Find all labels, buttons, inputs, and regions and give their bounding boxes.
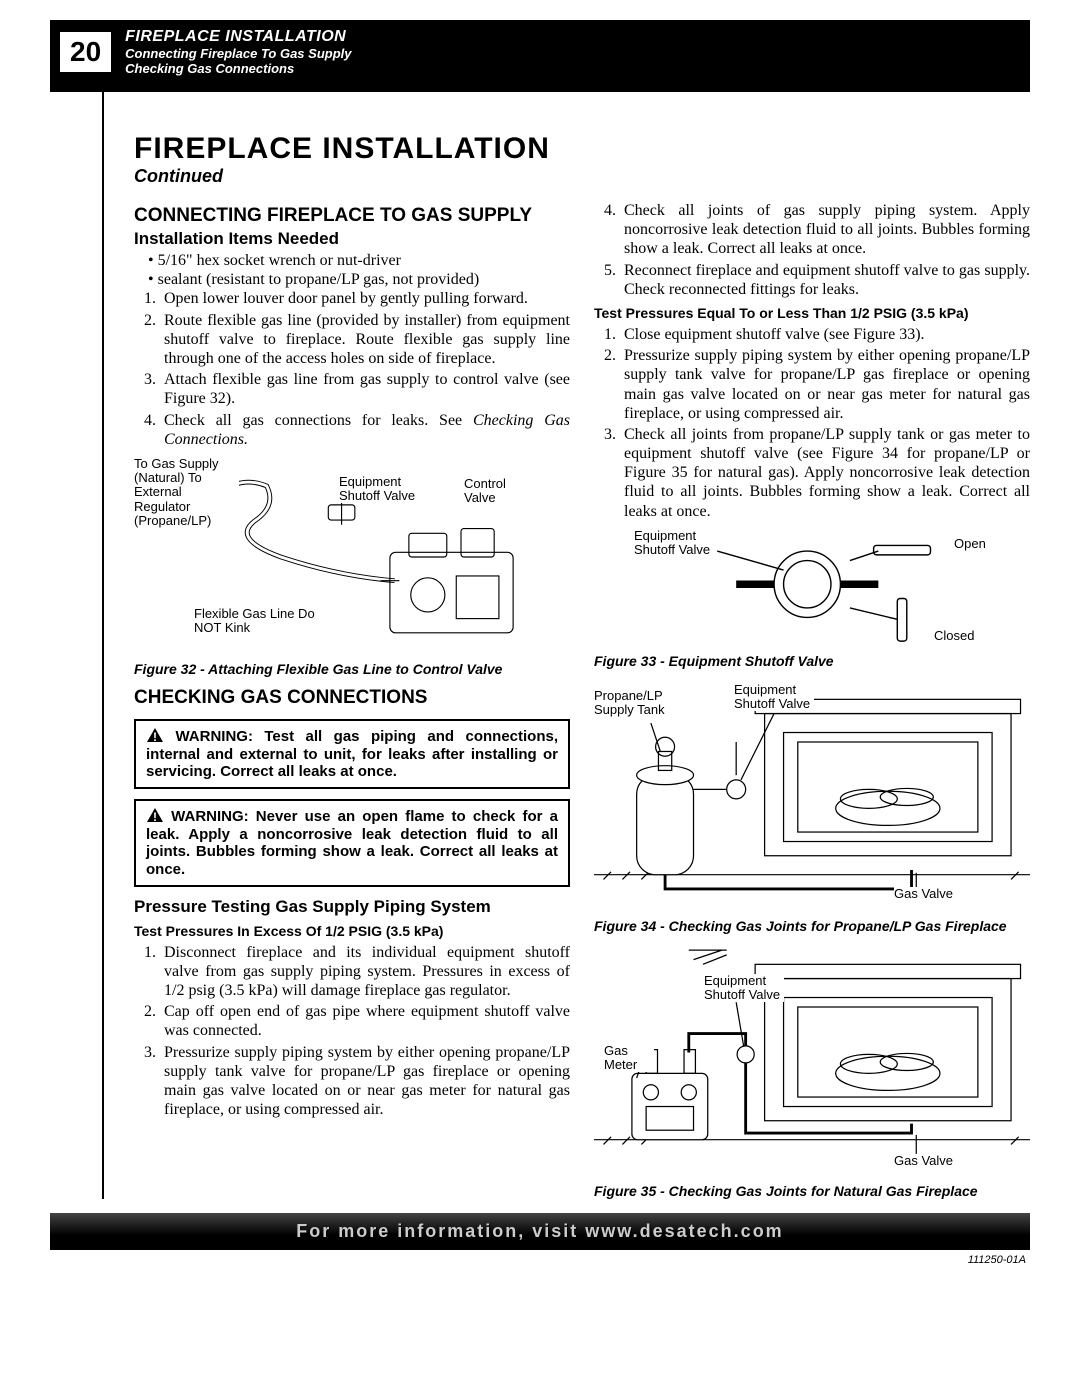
- list-item: Cap off open end of gas pipe where equip…: [160, 1002, 570, 1040]
- left-column: CONNECTING FIREPLACE TO GAS SUPPLY Insta…: [134, 201, 570, 1199]
- items-bullets: 5/16" hex socket wrench or nut-driver se…: [134, 251, 570, 289]
- install-steps: Open lower louver door panel by gently p…: [134, 289, 570, 449]
- fig34-label-tank: Propane/LP Supply Tank: [594, 689, 684, 718]
- h-excess: Test Pressures In Excess Of 1/2 PSIG (3.…: [134, 923, 570, 939]
- fig34-label-equipment: Equipment Shutoff Valve: [734, 683, 814, 712]
- fig32-label-supply: To Gas Supply (Natural) To External Regu…: [134, 457, 239, 528]
- step4-pre: Check all gas connections for leaks. See: [164, 412, 473, 429]
- header-titles: FIREPLACE INSTALLATION Connecting Firepl…: [125, 28, 351, 76]
- figure-35-caption: Figure 35 - Checking Gas Joints for Natu…: [594, 1183, 1030, 1199]
- fig34-label-gasvalve: Gas Valve: [894, 887, 953, 901]
- list-item: Route flexible gas line (provided by ins…: [160, 311, 570, 369]
- fig32-label-control: Control Valve: [464, 477, 524, 506]
- list-item: Disconnect fireplace and its individual …: [160, 943, 570, 1001]
- warning-icon: !: [146, 727, 164, 743]
- warning-box-2: ! WARNING: Never use an open flame to ch…: [134, 799, 570, 887]
- figure-32: To Gas Supply (Natural) To External Regu…: [134, 457, 570, 657]
- page-number: 20: [60, 32, 111, 72]
- header-bar: 20 FIREPLACE INSTALLATION Connecting Fir…: [50, 20, 1030, 92]
- warning-2-text: WARNING: Never use an open flame to chec…: [146, 808, 558, 878]
- figure-34: Propane/LP Supply Tank Equipment Shutoff…: [594, 679, 1030, 914]
- svg-text:!: !: [153, 730, 157, 743]
- warning-icon: !: [146, 807, 164, 823]
- list-item: Open lower louver door panel by gently p…: [160, 289, 570, 308]
- document-id: 111250-01A: [50, 1254, 1030, 1266]
- fig33-label-equipment: Equipment Shutoff Valve: [634, 529, 714, 558]
- header-sub1: Connecting Fireplace To Gas Supply: [125, 46, 351, 61]
- fig32-label-flex: Flexible Gas Line Do NOT Kink: [194, 607, 324, 636]
- figure-32-caption: Figure 32 - Attaching Flexible Gas Line …: [134, 661, 570, 677]
- h-checking: CHECKING GAS CONNECTIONS: [134, 687, 570, 709]
- excess-steps: Disconnect fireplace and its individual …: [134, 943, 570, 1120]
- h-items-needed: Installation Items Needed: [134, 229, 570, 249]
- list-item: Close equipment shutoff valve (see Figur…: [620, 325, 1030, 344]
- main-heading: FIREPLACE INSTALLATION: [134, 132, 1030, 166]
- figure-35-svg: [594, 944, 1030, 1179]
- continued-label: Continued: [134, 166, 1030, 187]
- warning-box-1: ! WARNING: Test all gas piping and conne…: [134, 719, 570, 789]
- h-pressure-testing: Pressure Testing Gas Supply Piping Syste…: [134, 897, 570, 917]
- list-item: Pressurize supply piping system by eithe…: [620, 346, 1030, 423]
- list-item: Attach flexible gas line from gas supply…: [160, 370, 570, 408]
- list-item: Check all gas connections for leaks. See…: [160, 411, 570, 449]
- fig35-label-meter: Gas Meter: [604, 1044, 654, 1073]
- h-connecting: CONNECTING FIREPLACE TO GAS SUPPLY: [134, 205, 570, 227]
- list-item: Reconnect fireplace and equipment shutof…: [620, 261, 1030, 299]
- header-sub2: Checking Gas Connections: [125, 61, 351, 76]
- svg-text:!: !: [153, 810, 157, 823]
- list-item: Check all joints of gas supply piping sy…: [620, 201, 1030, 259]
- list-item: Check all joints from propane/LP supply …: [620, 425, 1030, 521]
- warning-1-text: WARNING: Test all gas piping and connect…: [146, 728, 558, 780]
- figure-33-caption: Figure 33 - Equipment Shutoff Valve: [594, 653, 1030, 669]
- fig33-label-closed: Closed: [934, 629, 974, 643]
- fig35-label-equipment: Equipment Shutoff Valve: [704, 974, 784, 1003]
- h-less-than: Test Pressures Equal To or Less Than 1/2…: [594, 305, 1030, 321]
- less-steps: Close equipment shutoff valve (see Figur…: [594, 325, 1030, 521]
- fig33-label-open: Open: [954, 537, 986, 551]
- figure-34-caption: Figure 34 - Checking Gas Joints for Prop…: [594, 918, 1030, 934]
- bullet-item: sealant (resistant to propane/LP gas, no…: [148, 270, 570, 289]
- fig35-label-gasvalve: Gas Valve: [894, 1154, 953, 1168]
- bullet-item: 5/16" hex socket wrench or nut-driver: [148, 251, 570, 270]
- fig32-label-equipment: Equipment Shutoff Valve: [339, 475, 419, 504]
- right-column: Check all joints of gas supply piping sy…: [594, 201, 1030, 1199]
- header-title: FIREPLACE INSTALLATION: [125, 28, 351, 46]
- footer-bar: For more information, visit www.desatech…: [50, 1213, 1030, 1250]
- figure-33: Equipment Shutoff Valve Open Closed: [594, 529, 1030, 649]
- figure-35: Equipment Shutoff Valve Gas Meter Gas Va…: [594, 944, 1030, 1179]
- excess-steps-cont: Check all joints of gas supply piping sy…: [594, 201, 1030, 299]
- content-area: FIREPLACE INSTALLATION Continued CONNECT…: [102, 92, 1030, 1199]
- list-item: Pressurize supply piping system by eithe…: [160, 1043, 570, 1120]
